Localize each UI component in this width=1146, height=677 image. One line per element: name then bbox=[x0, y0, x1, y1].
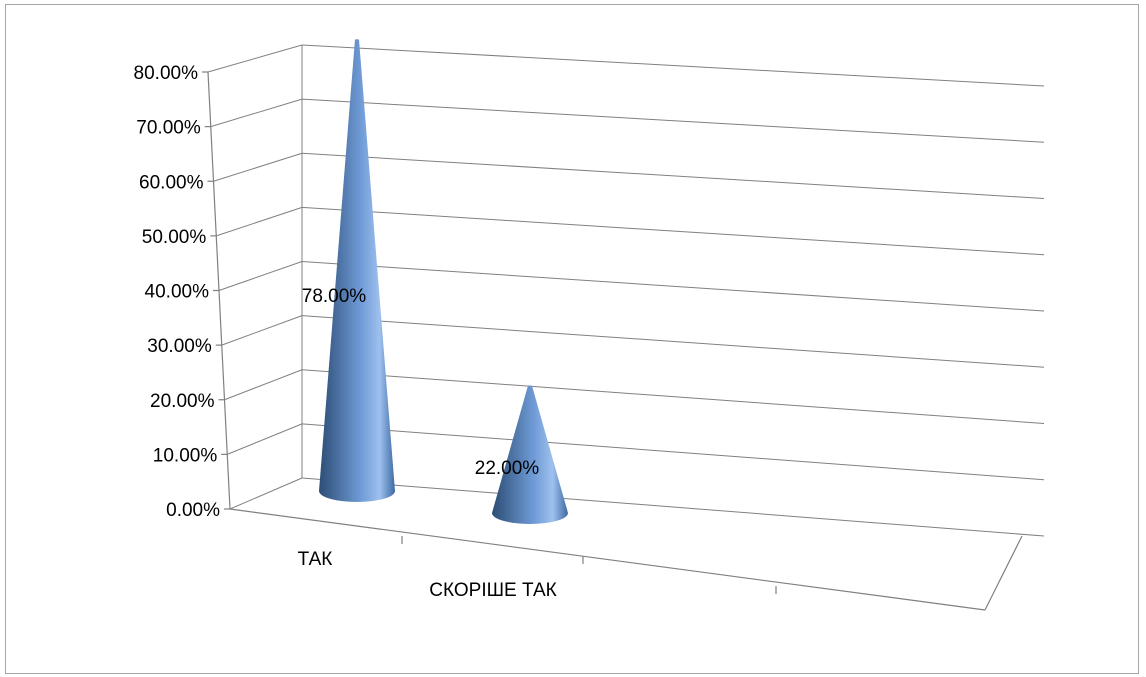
cones bbox=[319, 39, 568, 524]
gridline-side bbox=[207, 44, 303, 73]
data-label-1: 78.00% bbox=[302, 286, 367, 307]
data-labels: 78.00% 22.00% bbox=[302, 286, 540, 479]
x-category-label: ТАК bbox=[298, 549, 333, 570]
gridline-back bbox=[301, 261, 1045, 312]
gridline-back bbox=[301, 152, 1045, 199]
gridlines bbox=[207, 44, 1045, 537]
gridline-side bbox=[213, 152, 303, 182]
gridline-back bbox=[301, 44, 1045, 87]
gridline-side bbox=[224, 369, 303, 401]
gridline-side bbox=[210, 98, 303, 128]
y-tick-label: 80.00% bbox=[134, 63, 199, 84]
gridline-back bbox=[301, 369, 1045, 424]
cone-body bbox=[492, 385, 568, 524]
floor-right-edge bbox=[984, 535, 1023, 611]
gridline-back bbox=[301, 423, 1045, 481]
gridline-back bbox=[301, 98, 1045, 143]
cone-body bbox=[319, 39, 395, 502]
y-axis-ticks: 0.00% 10.00% 20.00% 30.00% 40.00% 50.00% 60.00… bbox=[134, 63, 230, 521]
x-axis: ТАК СКОРІШЕ ТАК bbox=[298, 536, 777, 601]
gridline-back bbox=[301, 315, 1045, 368]
cone-2 bbox=[492, 385, 568, 524]
floor-front-edge bbox=[229, 508, 986, 611]
y-tick-label: 0.00% bbox=[166, 500, 220, 521]
y-tick-label: 50.00% bbox=[142, 227, 207, 248]
chart-frame bbox=[5, 4, 1139, 674]
y-tick-label: 30.00% bbox=[147, 336, 212, 357]
y-tick-label: 10.00% bbox=[153, 445, 218, 466]
y-tick-label: 70.00% bbox=[136, 118, 201, 139]
gridline-side bbox=[221, 315, 303, 346]
gridline-back bbox=[301, 477, 1045, 537]
y-tick-label: 40.00% bbox=[145, 282, 210, 303]
gridline-side bbox=[218, 261, 303, 291]
gridline-side bbox=[216, 206, 303, 237]
y-tick-label: 20.00% bbox=[150, 391, 215, 412]
y-tick-label: 60.00% bbox=[139, 172, 204, 193]
gridline-back bbox=[301, 206, 1045, 256]
gridline-side bbox=[227, 423, 303, 455]
x-category-label: СКОРІШЕ ТАК bbox=[429, 580, 556, 601]
chart-walls bbox=[207, 45, 1023, 611]
cone-1 bbox=[319, 39, 395, 502]
gridline-side bbox=[229, 477, 303, 510]
data-label-2: 22.00% bbox=[475, 458, 540, 479]
